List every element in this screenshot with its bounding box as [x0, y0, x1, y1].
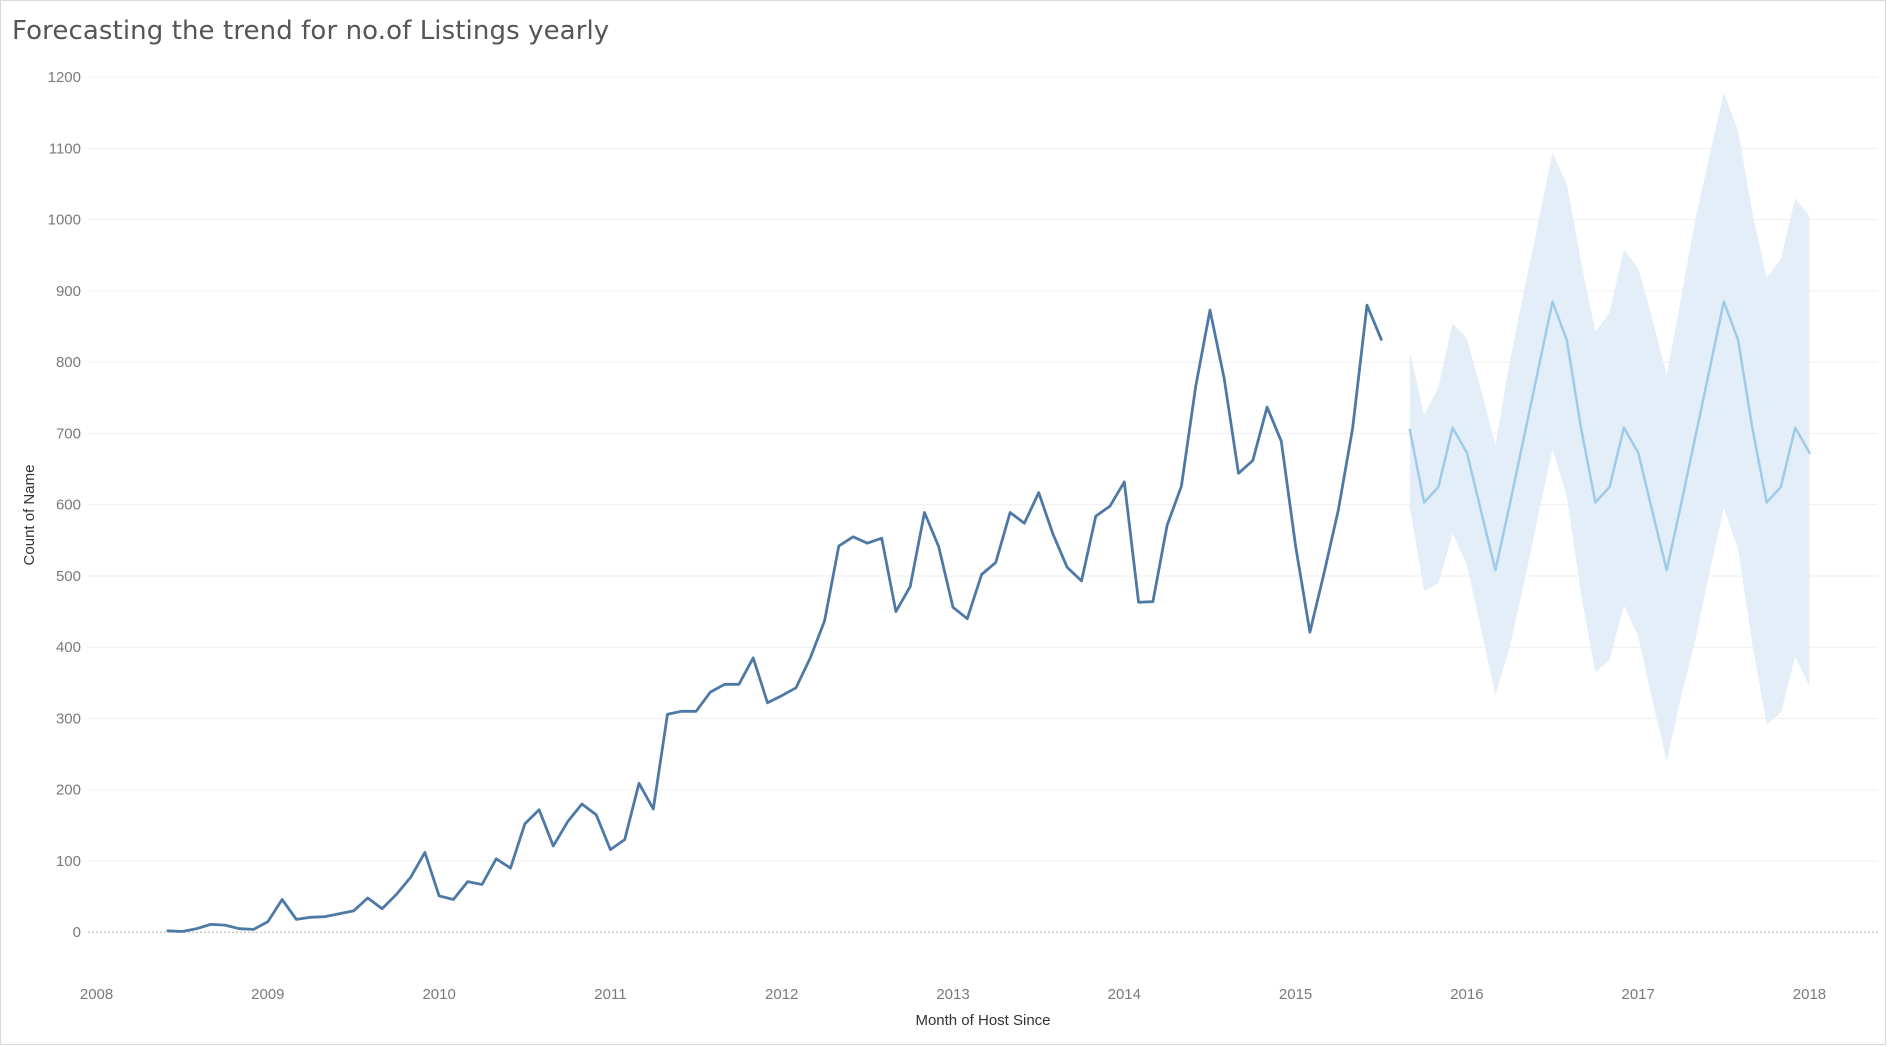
grid-lines	[88, 76, 1878, 933]
y-tick-label: 1000	[48, 212, 81, 229]
chart-title: Forecasting the trend for no.of Listings…	[12, 16, 610, 46]
x-tick-label: 2013	[936, 986, 969, 1003]
x-tick-label: 2015	[1279, 986, 1312, 1003]
y-tick-label: 0	[73, 924, 81, 941]
x-tick-label: 2016	[1450, 986, 1483, 1003]
forecast-band	[1409, 92, 1810, 762]
y-tick-label: 200	[56, 782, 81, 799]
x-tick-label: 2010	[422, 986, 455, 1003]
x-tick-label: 2011	[594, 986, 626, 1003]
y-axis-title: Count of Name	[21, 465, 38, 566]
y-tick-label: 500	[56, 568, 81, 585]
x-tick-label: 2009	[251, 986, 284, 1003]
x-axis-ticks: 2008 2009 2010 2011 2012 2013 2014 2015 2016 2017…	[80, 986, 1826, 1003]
y-tick-label: 900	[56, 283, 81, 300]
y-axis-ticks: 0 100 200 300 400 500 600 700 800 900 1000 1100 1200	[48, 69, 81, 941]
y-tick-label: 1200	[48, 69, 81, 86]
y-tick-label: 700	[56, 425, 81, 442]
y-tick-label: 300	[56, 710, 81, 727]
x-tick-label: 2012	[765, 986, 798, 1003]
forecast-line	[1408, 300, 1811, 572]
y-tick-label: 400	[56, 639, 81, 656]
series-lines	[166, 300, 1811, 933]
x-tick-label: 2008	[80, 986, 113, 1003]
y-tick-label: 1100	[49, 140, 81, 157]
y-tick-label: 800	[56, 354, 81, 371]
x-tick-label: 2017	[1622, 986, 1655, 1003]
actual-line	[166, 303, 1383, 933]
x-tick-label: 2014	[1108, 986, 1141, 1003]
y-tick-label: 100	[56, 853, 81, 870]
x-tick-label: 2018	[1793, 986, 1826, 1003]
prediction-interval-band	[1409, 92, 1810, 762]
y-tick-label: 600	[56, 497, 81, 514]
x-axis-title: Month of Host Since	[915, 1012, 1050, 1029]
